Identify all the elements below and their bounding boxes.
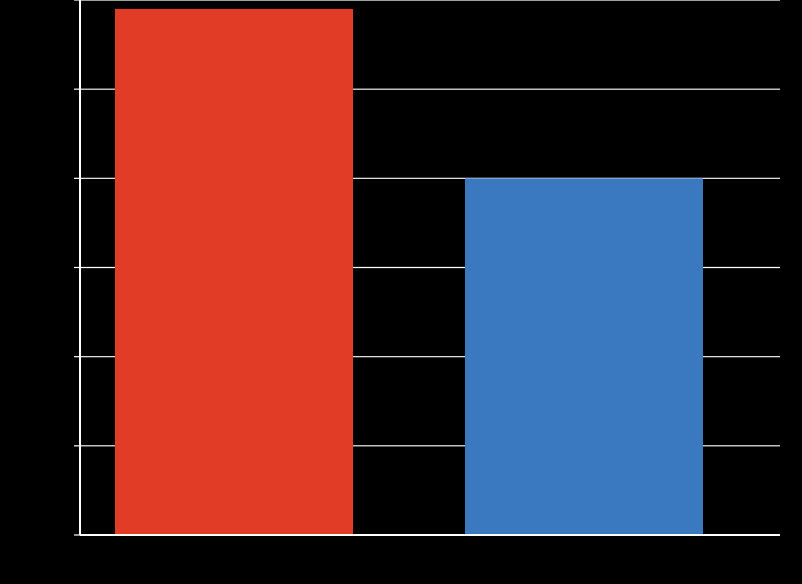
bar-chart: [0, 0, 802, 584]
bar-1: [115, 9, 353, 535]
bar-2: [465, 178, 703, 535]
